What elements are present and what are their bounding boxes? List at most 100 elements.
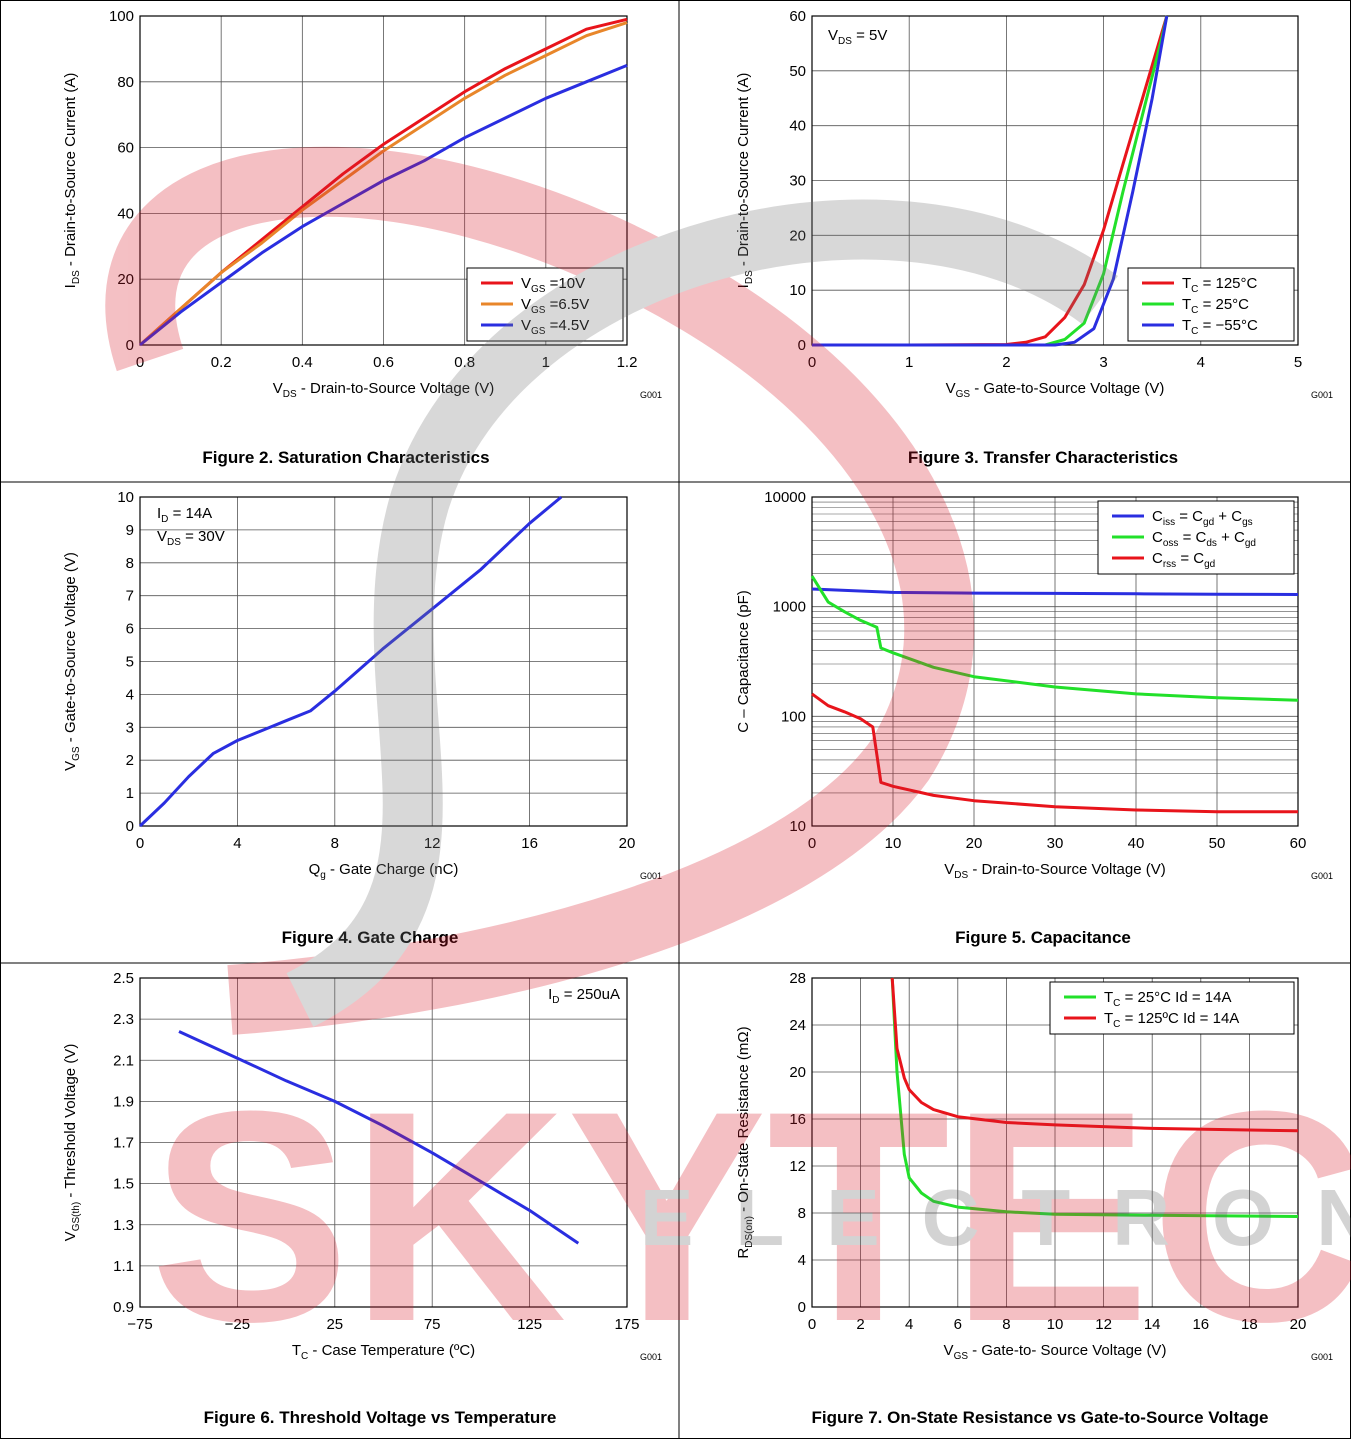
x-tick-label: 0 xyxy=(136,835,144,852)
figure-code: G001 xyxy=(640,871,662,881)
x-tick-label: 8 xyxy=(331,835,339,852)
x-tick-label: −75 xyxy=(127,1316,152,1333)
y-tick-label: 20 xyxy=(789,227,806,244)
subscript: C xyxy=(1113,998,1120,1009)
x-tick-label: 30 xyxy=(1047,835,1064,852)
y-axis-label: IDS - Drain-to-Source Current (A) xyxy=(62,73,82,289)
text-part: V xyxy=(62,761,79,771)
text-part: V xyxy=(944,1342,954,1359)
text-part: C xyxy=(1152,529,1163,546)
x-tick-label: 0.2 xyxy=(211,354,232,371)
y-tick-label: 12 xyxy=(789,1158,806,1175)
text-part: = 125ºC Id = 14A xyxy=(1120,1010,1239,1027)
text-part: T xyxy=(1104,989,1113,1006)
x-tick-label: 2 xyxy=(1002,354,1010,371)
x-tick-label: 2 xyxy=(856,1316,864,1333)
y-tick-label: 1.7 xyxy=(113,1135,134,1152)
subscript: DS xyxy=(283,389,297,400)
y-tick-label: 7 xyxy=(126,588,134,605)
subscript: gs xyxy=(1242,517,1253,528)
plot-frame xyxy=(811,977,1299,1308)
y-tick-label: 100 xyxy=(781,708,806,725)
x-tick-label: 0 xyxy=(808,354,816,371)
text-part: Q xyxy=(309,861,321,878)
figure-caption: Figure 5. Capacitance xyxy=(955,928,1131,947)
subscript: ds xyxy=(1206,538,1217,549)
annotation: VDS = 5V xyxy=(828,27,887,47)
text-part: V xyxy=(946,380,956,397)
y-tick-label: 9 xyxy=(126,522,134,539)
x-tick-label: 1.2 xyxy=(617,354,638,371)
legend-label: TC = 125°C xyxy=(1182,275,1258,295)
text-part: C xyxy=(1152,508,1163,525)
x-tick-label: 16 xyxy=(1192,1316,1209,1333)
y-tick-label: 2.5 xyxy=(113,970,134,987)
y-tick-label: 10 xyxy=(789,282,806,299)
figure-caption: Figure 3. Transfer Characteristics xyxy=(908,448,1178,467)
x-tick-label: −25 xyxy=(225,1316,250,1333)
series-line xyxy=(139,21,628,347)
x-tick-label: 14 xyxy=(1144,1316,1161,1333)
y-tick-label: 2 xyxy=(126,752,134,769)
text-part: - Gate Charge (nC) xyxy=(326,861,459,878)
y-tick-label: 5 xyxy=(126,654,134,671)
y-tick-label: 4 xyxy=(126,686,134,703)
x-tick-label: 20 xyxy=(619,835,636,852)
subscript: oss xyxy=(1163,538,1179,549)
subscript: iss xyxy=(1163,517,1175,528)
y-axis-label: IDS - Drain-to-Source Current (A) xyxy=(735,73,755,289)
x-tick-label: 25 xyxy=(326,1316,343,1333)
figure-caption: Figure 7. On-State Resistance vs Gate-to… xyxy=(812,1408,1269,1427)
text-part: = 5V xyxy=(852,27,887,44)
subscript: DS xyxy=(167,537,181,548)
y-tick-label: 60 xyxy=(789,8,806,25)
legend-label: TC = 25°C xyxy=(1182,296,1249,316)
x-tick-label: 16 xyxy=(521,835,538,852)
x-tick-label: 0.8 xyxy=(454,354,475,371)
x-tick-label: 3 xyxy=(1099,354,1107,371)
text-part: = 25°C Id = 14A xyxy=(1120,989,1231,1006)
plot-frame xyxy=(139,496,628,827)
legend-box xyxy=(1049,981,1295,1035)
figure-caption: Figure 6. Threshold Voltage vs Temperatu… xyxy=(204,1408,557,1427)
x-axis-label: VGS - Gate-to- Source Voltage (V) xyxy=(944,1342,1167,1362)
annotation: ID = 14A xyxy=(157,505,212,525)
y-axis-label: C – Capacitance (pF) xyxy=(735,590,752,733)
text-part: I xyxy=(62,284,79,288)
text-part: + C xyxy=(1214,508,1242,525)
text-part: C xyxy=(1152,550,1163,567)
subscript: DS(on) xyxy=(744,1216,755,1248)
x-tick-label: 0 xyxy=(136,354,144,371)
text-part: V xyxy=(944,861,954,878)
y-tick-label: 0.9 xyxy=(113,1299,134,1316)
x-tick-label: 0 xyxy=(808,1316,816,1333)
x-tick-label: 20 xyxy=(1290,1316,1307,1333)
x-tick-label: 40 xyxy=(1128,835,1145,852)
x-tick-label: 10 xyxy=(1047,1316,1064,1333)
subscript: GS(th) xyxy=(71,1202,82,1231)
y-tick-label: 1.9 xyxy=(113,1093,134,1110)
text-part: = 14A xyxy=(168,505,212,522)
legend-label: TC = −55°C xyxy=(1182,317,1258,337)
x-axis-label: Qg - Gate Charge (nC) xyxy=(309,861,459,881)
text-part: =6.5V xyxy=(545,296,589,313)
x-tick-label: 1 xyxy=(542,354,550,371)
y-tick-label: 24 xyxy=(789,1017,806,1034)
x-tick-label: 0 xyxy=(808,835,816,852)
y-tick-label: 1 xyxy=(126,785,134,802)
y-tick-label: 100 xyxy=(109,8,134,25)
text-part: V xyxy=(521,275,531,292)
plot-frame xyxy=(139,15,628,346)
y-tick-label: 0 xyxy=(126,337,134,354)
text-part: V xyxy=(62,1231,79,1241)
y-tick-label: 0 xyxy=(798,1299,806,1316)
y-tick-label: 6 xyxy=(126,621,134,638)
series-line xyxy=(178,1030,580,1245)
text-part: - Drain-to-Source Current (A) xyxy=(735,73,752,271)
